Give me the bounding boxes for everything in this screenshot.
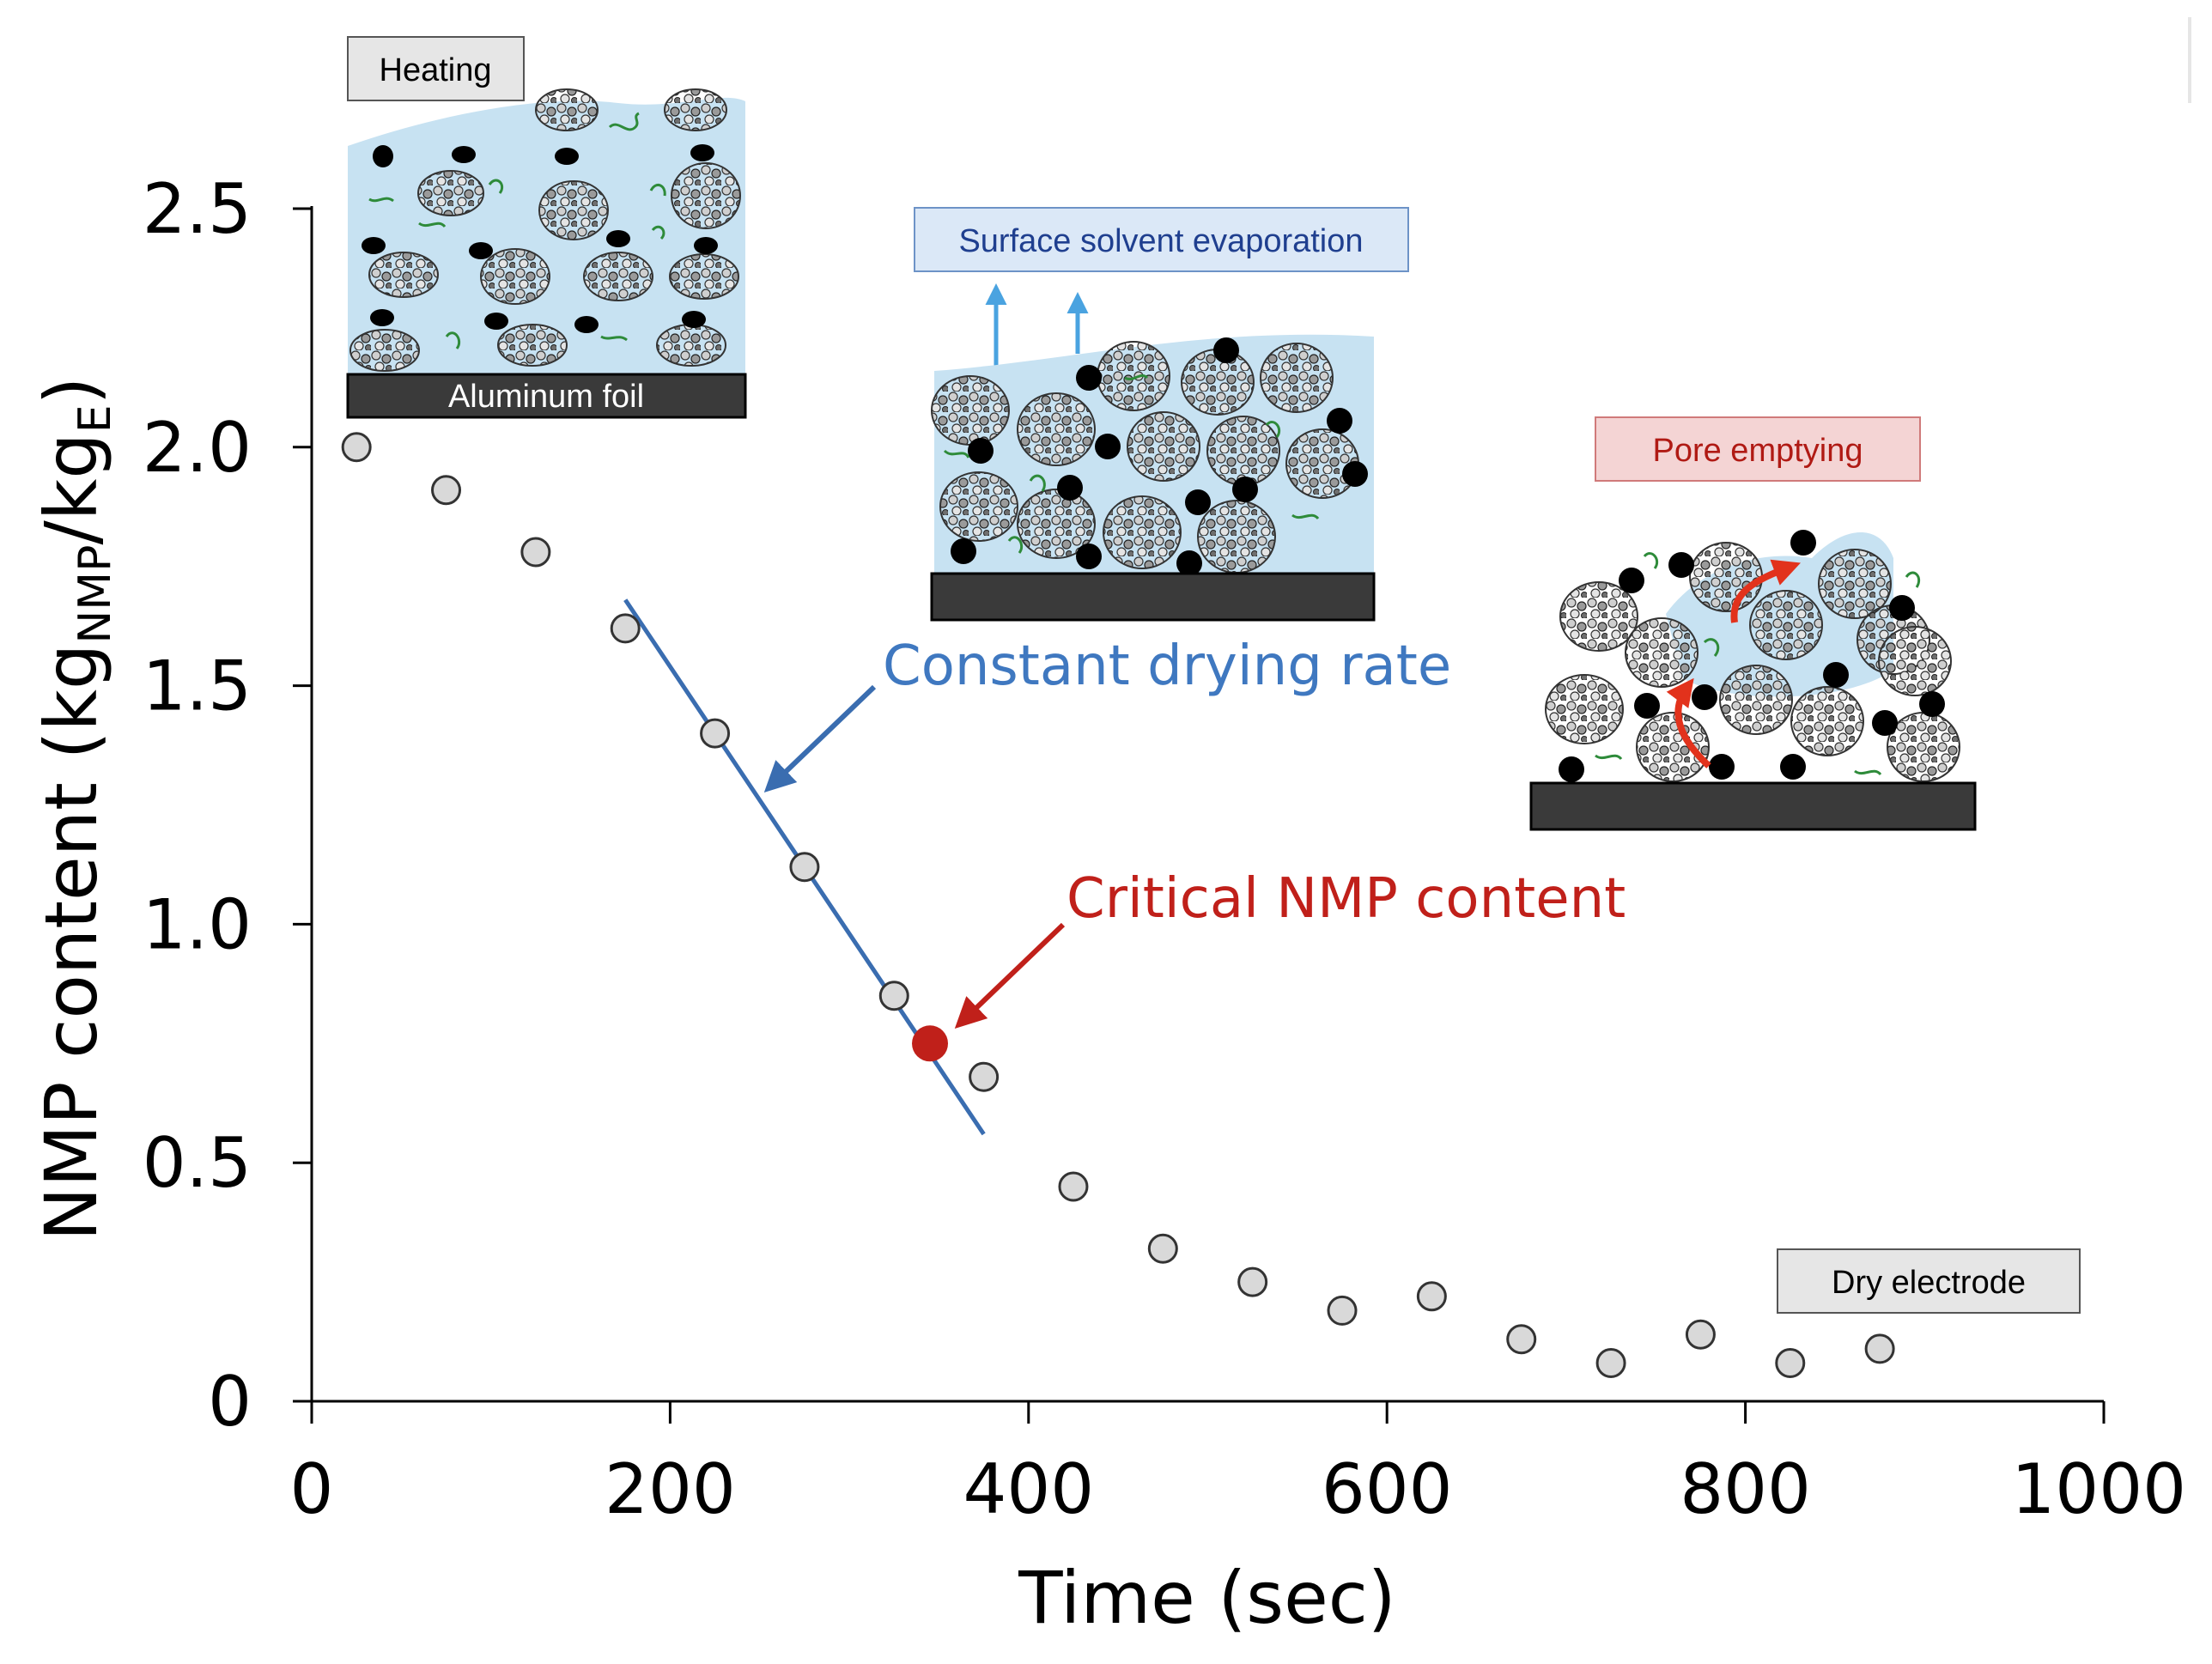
x-tick-label: 800 <box>1680 1449 1811 1529</box>
data-point <box>1327 1295 1358 1326</box>
y-ticks: 0 0.5 1.0 1.5 2.0 2.5 <box>143 169 312 1442</box>
y-axis-title: NMP content (kgNMP/kgE) <box>29 377 121 1242</box>
pore-label-box <box>1595 416 1921 482</box>
evaporation-foil <box>930 572 1376 622</box>
heating-binder <box>368 112 666 349</box>
constant-rate-label: Constant drying rate <box>883 635 1451 698</box>
heating-label: Heating <box>380 52 492 88</box>
evaporation-carbon-black <box>951 337 1368 576</box>
y-tick-label: 1.5 <box>143 647 252 726</box>
heating-label-box <box>347 36 525 101</box>
pore-arrow-lower <box>1666 677 1711 768</box>
x-axis-title: Time (sec) <box>1018 1556 1395 1640</box>
data-point <box>1416 1281 1447 1312</box>
data-point <box>1147 1233 1178 1264</box>
evaporation-particles <box>931 341 1359 574</box>
data-point <box>341 432 372 463</box>
x-tick-label: 600 <box>1322 1449 1453 1529</box>
aluminum-foil-label: Aluminum foil <box>448 379 644 415</box>
heating-panel: Heating Aluminum foil <box>346 36 747 419</box>
x-tick-label: 1000 <box>2011 1449 2186 1529</box>
constant-rate-arrow <box>763 684 877 793</box>
data-point <box>700 718 731 749</box>
data-point <box>1237 1266 1268 1297</box>
y-axis-title-main: NMP content (kg <box>29 644 113 1242</box>
data-point <box>1864 1333 1895 1364</box>
aluminum-foil <box>346 373 747 419</box>
y-tick-label: 0.5 <box>143 1123 252 1203</box>
pore-arrow-upper <box>1730 559 1801 623</box>
heating-particles <box>349 88 741 372</box>
data-point <box>1595 1348 1626 1379</box>
y-axis-title-sub2: E <box>70 404 121 433</box>
evaporation-binder <box>943 373 1320 554</box>
data-point <box>520 537 551 568</box>
pore-particles <box>1545 542 1960 782</box>
pore-emptying-panel: Pore emptying <box>1529 416 1977 831</box>
y-tick-label: 1.0 <box>143 884 252 964</box>
heating-solvent-layer <box>348 97 745 374</box>
y-axis-title-sub1: NMP <box>70 545 121 644</box>
pore-carbon-black <box>1559 530 1945 782</box>
axes: 0 0.5 1.0 1.5 2.0 2.5 0 200 400 600 800 1000 <box>143 169 2186 1529</box>
dry-electrode-label-box <box>1777 1248 2081 1314</box>
data-point <box>969 1061 1000 1092</box>
y-tick-label: 2.0 <box>143 408 252 488</box>
y-axis-title-mid: /kg <box>29 433 113 544</box>
evaporation-label-box <box>914 207 1409 272</box>
x-ticks: 0 200 400 600 800 1000 <box>290 1401 2186 1529</box>
critical-arrow <box>954 922 1066 1029</box>
data-point <box>878 981 909 1011</box>
critical-label: Critical NMP content <box>1066 867 1626 931</box>
critical-point-marker <box>912 1025 949 1062</box>
pore-label: Pore emptying <box>1652 433 1863 469</box>
dry-electrode-label: Dry electrode <box>1832 1265 2026 1301</box>
y-axis-title-end: ) <box>29 377 113 405</box>
data-point <box>1685 1319 1716 1350</box>
data-point <box>1775 1348 1806 1379</box>
data-point <box>1506 1324 1537 1355</box>
y-tick-label: 2.5 <box>143 169 252 249</box>
pore-foil <box>1529 781 1977 831</box>
data-point <box>1058 1171 1089 1202</box>
pore-binder <box>1595 552 1921 776</box>
evaporation-panel: Surface solvent evaporation <box>914 207 1409 622</box>
heating-carbon-black <box>362 144 718 333</box>
data-points <box>341 432 1895 1379</box>
data-point <box>789 852 820 883</box>
evaporation-label: Surface solvent evaporation <box>958 223 1363 259</box>
data-point <box>610 613 641 644</box>
y-tick-label: 0 <box>208 1362 252 1442</box>
x-tick-label: 200 <box>605 1449 736 1529</box>
x-tick-label: 0 <box>290 1449 334 1529</box>
x-tick-label: 400 <box>963 1449 1094 1529</box>
data-point <box>431 475 462 506</box>
